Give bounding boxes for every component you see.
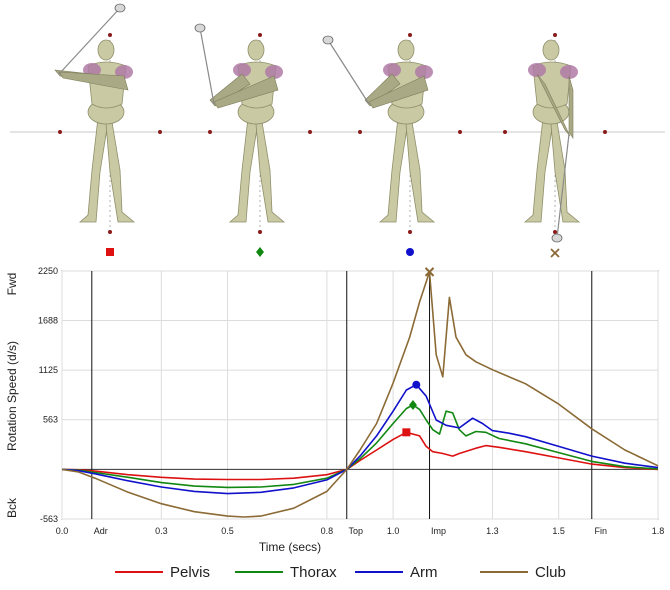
- reference-dot: [58, 130, 62, 134]
- y-axis-bck-label: Bck: [5, 497, 19, 518]
- y-tick-labels: -563 563 1125 1688 2250: [38, 266, 58, 524]
- figure-marker-diamond: [256, 247, 264, 257]
- y-axis-fwd-label: Fwd: [5, 273, 19, 296]
- reference-dot: [108, 230, 112, 234]
- figure-head: [397, 39, 415, 61]
- figure-marker-circle: [406, 248, 414, 256]
- x-tick-label-0: 0.0: [56, 526, 69, 536]
- figure-club-head: [194, 23, 206, 33]
- figure-club-shaft: [556, 133, 570, 239]
- figure-right-shoulder: [415, 65, 433, 79]
- x-tick-labels: 0.0 0.3 0.5 0.8 1.0 1.3 1.5 1.8: [56, 526, 665, 536]
- figure-marker-x: [550, 248, 560, 258]
- figure-left-arm: [209, 73, 251, 107]
- figure-right-leg: [405, 121, 436, 223]
- event-lines: Adr Top Imp Fin: [91, 271, 608, 536]
- golfer-figure-3: [322, 33, 462, 256]
- figure-club-shaft: [58, 7, 121, 75]
- reference-dot: [408, 33, 412, 37]
- golfer-figure-1: [54, 3, 162, 256]
- figure-right-arm: [58, 71, 129, 91]
- golfer-figure-4: [503, 33, 607, 258]
- legend-label-club: Club: [535, 564, 566, 581]
- figure-club-shaft: [199, 27, 215, 105]
- event-label-fin: Fin: [595, 526, 608, 536]
- x-axis-label: Time (secs): [259, 540, 321, 554]
- event-label-imp: Imp: [431, 526, 446, 536]
- figure-head: [247, 39, 265, 61]
- reference-dot: [503, 130, 507, 134]
- peak-marker-thorax: [408, 400, 417, 411]
- figure-club-shaft: [327, 39, 370, 105]
- figure-right-shoulder: [265, 65, 283, 79]
- legend-label-thorax: Thorax: [290, 564, 337, 581]
- x-tick-label-3: 0.8: [321, 526, 334, 536]
- figure-right-shoulder: [560, 65, 578, 79]
- legend-label-pelvis: Pelvis: [170, 564, 210, 581]
- peak-marker-arm: [412, 380, 421, 389]
- peak-markers: [402, 267, 435, 437]
- figure-left-leg: [78, 117, 109, 223]
- grid-lines: [61, 270, 659, 520]
- figure-right-leg: [255, 121, 286, 223]
- series-line-arm: [61, 383, 659, 495]
- peak-marker-club: [424, 267, 435, 277]
- x-tick-label-5: 1.3: [486, 526, 499, 536]
- legend-label-arm: Arm: [410, 564, 438, 581]
- peak-marker-pelvis: [402, 428, 411, 437]
- figure-marker-square: [106, 248, 114, 256]
- x-tick-label-6: 1.5: [552, 526, 565, 536]
- figure-club-head: [551, 233, 563, 243]
- figure-left-leg: [228, 117, 259, 223]
- figure-club-head: [322, 35, 334, 45]
- reference-dot: [258, 230, 262, 234]
- reference-dot: [358, 130, 362, 134]
- reference-dot: [408, 230, 412, 234]
- reference-dot: [553, 33, 557, 37]
- reference-dot: [603, 130, 607, 134]
- reference-dot: [208, 130, 212, 134]
- figure-left-shoulder: [383, 63, 401, 77]
- event-label-top: Top: [348, 526, 363, 536]
- chart-legend: Pelvis Thorax Arm Club: [115, 564, 566, 581]
- reference-dot: [258, 33, 262, 37]
- y-tick-label-3: 1688: [38, 316, 58, 326]
- golfer-figure-2: [194, 23, 312, 257]
- reference-dot: [553, 230, 557, 234]
- figure-club-head: [114, 3, 126, 13]
- reference-dot: [158, 130, 162, 134]
- figure-right-arm: [368, 75, 429, 109]
- figure-left-arm: [364, 73, 401, 107]
- y-tick-label-4: 2250: [38, 266, 58, 276]
- figure-head: [542, 39, 560, 61]
- y-axis-label: Rotation Speed (d/s): [5, 341, 19, 451]
- y-tick-label-0: -563: [40, 514, 58, 524]
- x-tick-label-7: 1.8: [652, 526, 665, 536]
- y-tick-label-2: 1125: [39, 365, 58, 375]
- figure-right-arm: [213, 75, 279, 109]
- reference-dot: [308, 130, 312, 134]
- x-tick-label-1: 0.3: [155, 526, 168, 536]
- figure-left-shoulder: [528, 63, 546, 77]
- figure-left-shoulder: [233, 63, 251, 77]
- x-tick-label-2: 0.5: [221, 526, 234, 536]
- x-tick-label-4: 1.0: [387, 526, 400, 536]
- figure-left-leg: [523, 117, 554, 223]
- rotation-speed-chart: Adr Top Imp Fin 0.0 0.3 0.5 0.8 1.0 1.3 1.5 1.8 -5…: [5, 266, 664, 554]
- reference-dot: [458, 130, 462, 134]
- figure-left-arm: [536, 73, 571, 137]
- golfer-figures-panel: [10, 3, 665, 258]
- y-tick-label-1: 563: [43, 415, 58, 425]
- figure-left-leg: [378, 117, 409, 223]
- figure-right-leg: [105, 121, 136, 223]
- reference-dot: [108, 33, 112, 37]
- figure-head: [97, 39, 115, 61]
- series-line-thorax: [61, 404, 659, 489]
- series-line-club: [61, 271, 659, 518]
- figure-right-arm: [568, 75, 574, 139]
- event-label-adr: Adr: [94, 526, 108, 536]
